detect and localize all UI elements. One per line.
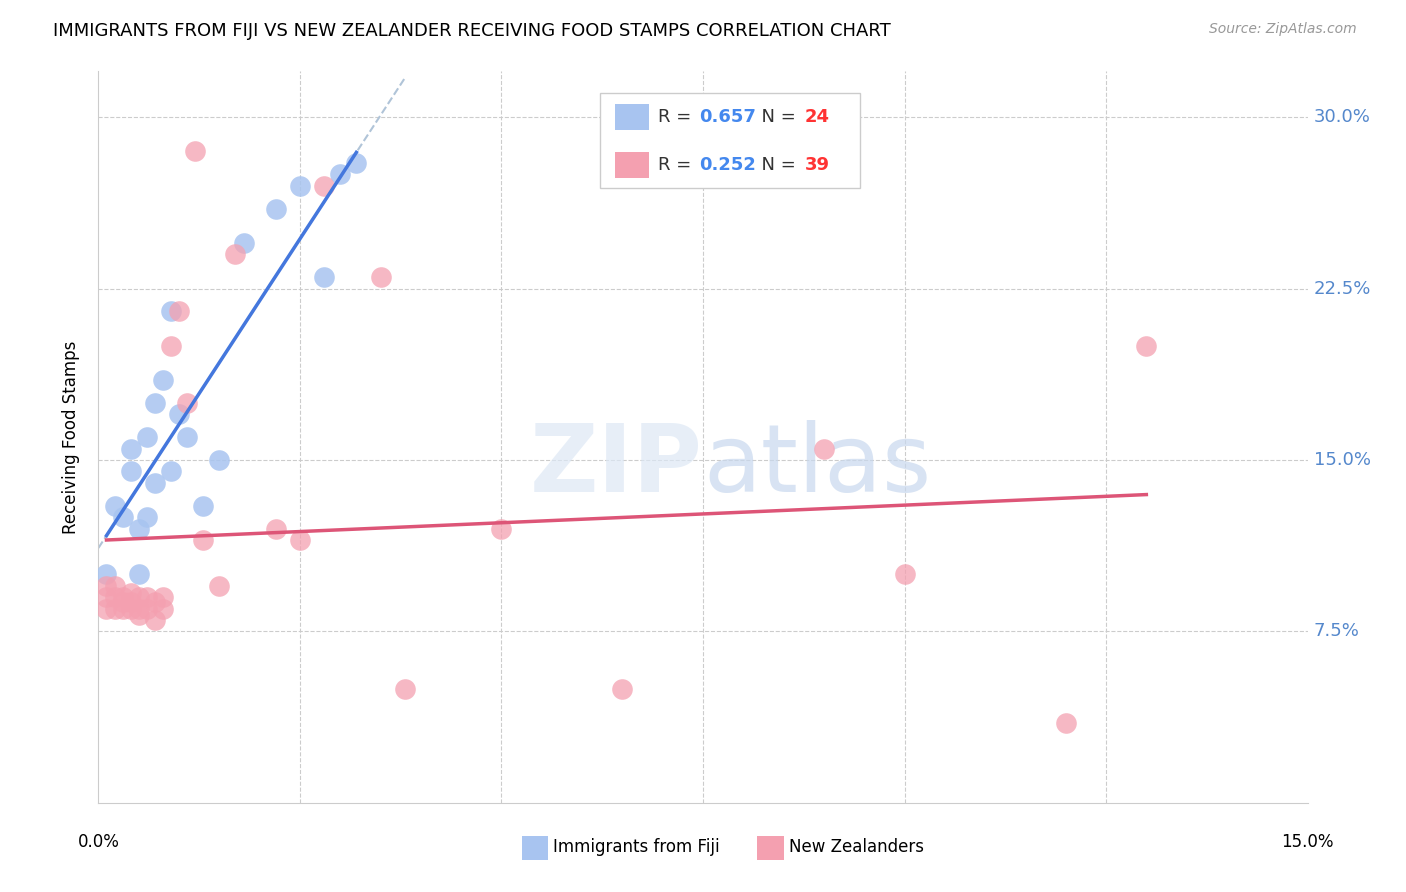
Point: [120, 442, 142, 456]
Point: [893, 567, 915, 582]
Point: [128, 601, 150, 615]
Text: 0.0%: 0.0%: [77, 833, 120, 851]
Point: [1135, 338, 1157, 352]
Text: 15.0%: 15.0%: [1313, 451, 1371, 469]
Point: [111, 590, 134, 604]
Point: [176, 430, 198, 444]
Point: [96, 590, 118, 604]
Text: 39: 39: [804, 155, 830, 174]
Point: [208, 579, 231, 593]
Point: [103, 579, 125, 593]
Point: [264, 521, 287, 535]
Point: [143, 475, 166, 490]
Text: 0.657: 0.657: [699, 108, 756, 126]
FancyBboxPatch shape: [522, 837, 548, 860]
Point: [135, 510, 157, 524]
Point: [103, 590, 125, 604]
Text: 0.252: 0.252: [699, 155, 756, 174]
Point: [370, 270, 392, 285]
Point: [813, 442, 835, 456]
Point: [314, 270, 336, 285]
Y-axis label: Receiving Food Stamps: Receiving Food Stamps: [62, 341, 80, 533]
Point: [111, 595, 134, 609]
Point: [288, 533, 311, 547]
Point: [128, 590, 150, 604]
Point: [120, 464, 142, 478]
Point: [193, 533, 215, 547]
Point: [208, 453, 231, 467]
Text: ZIP: ZIP: [530, 420, 703, 512]
Text: 15.0%: 15.0%: [1281, 833, 1334, 851]
Text: atlas: atlas: [703, 420, 931, 512]
Point: [160, 304, 183, 318]
Point: [314, 178, 336, 193]
Point: [143, 613, 166, 627]
Point: [264, 202, 287, 216]
Point: [344, 155, 367, 169]
Point: [120, 601, 142, 615]
Point: [103, 499, 125, 513]
Point: [120, 585, 142, 599]
Point: [288, 178, 311, 193]
Point: [160, 464, 183, 478]
Point: [135, 430, 157, 444]
FancyBboxPatch shape: [614, 104, 648, 130]
Point: [152, 601, 174, 615]
Text: 24: 24: [804, 108, 830, 126]
Text: R =: R =: [658, 108, 697, 126]
Point: [96, 579, 118, 593]
Text: R =: R =: [658, 155, 697, 174]
Point: [329, 167, 352, 181]
Point: [1054, 715, 1077, 730]
Point: [143, 595, 166, 609]
Point: [612, 681, 634, 696]
Point: [111, 601, 134, 615]
Text: Immigrants from Fiji: Immigrants from Fiji: [553, 838, 720, 855]
Point: [128, 521, 150, 535]
Point: [143, 396, 166, 410]
Point: [184, 145, 207, 159]
Point: [103, 601, 125, 615]
Text: New Zealanders: New Zealanders: [789, 838, 924, 855]
Point: [111, 510, 134, 524]
Point: [152, 373, 174, 387]
Text: 22.5%: 22.5%: [1313, 279, 1371, 298]
Point: [128, 608, 150, 623]
Point: [160, 338, 183, 352]
Point: [491, 521, 513, 535]
Point: [193, 499, 215, 513]
FancyBboxPatch shape: [758, 837, 785, 860]
Point: [96, 601, 118, 615]
FancyBboxPatch shape: [600, 94, 860, 188]
Text: IMMIGRANTS FROM FIJI VS NEW ZEALANDER RECEIVING FOOD STAMPS CORRELATION CHART: IMMIGRANTS FROM FIJI VS NEW ZEALANDER RE…: [53, 22, 891, 40]
Point: [128, 567, 150, 582]
Text: Source: ZipAtlas.com: Source: ZipAtlas.com: [1209, 22, 1357, 37]
Point: [135, 590, 157, 604]
FancyBboxPatch shape: [614, 152, 648, 178]
Point: [167, 304, 190, 318]
Point: [120, 595, 142, 609]
Point: [135, 601, 157, 615]
Point: [96, 567, 118, 582]
Point: [232, 235, 254, 250]
Point: [176, 396, 198, 410]
Text: 30.0%: 30.0%: [1313, 108, 1371, 126]
Point: [224, 247, 246, 261]
Point: [167, 407, 190, 421]
Text: 7.5%: 7.5%: [1313, 623, 1360, 640]
Point: [394, 681, 416, 696]
Text: N =: N =: [751, 155, 801, 174]
Point: [152, 590, 174, 604]
Text: N =: N =: [751, 108, 801, 126]
